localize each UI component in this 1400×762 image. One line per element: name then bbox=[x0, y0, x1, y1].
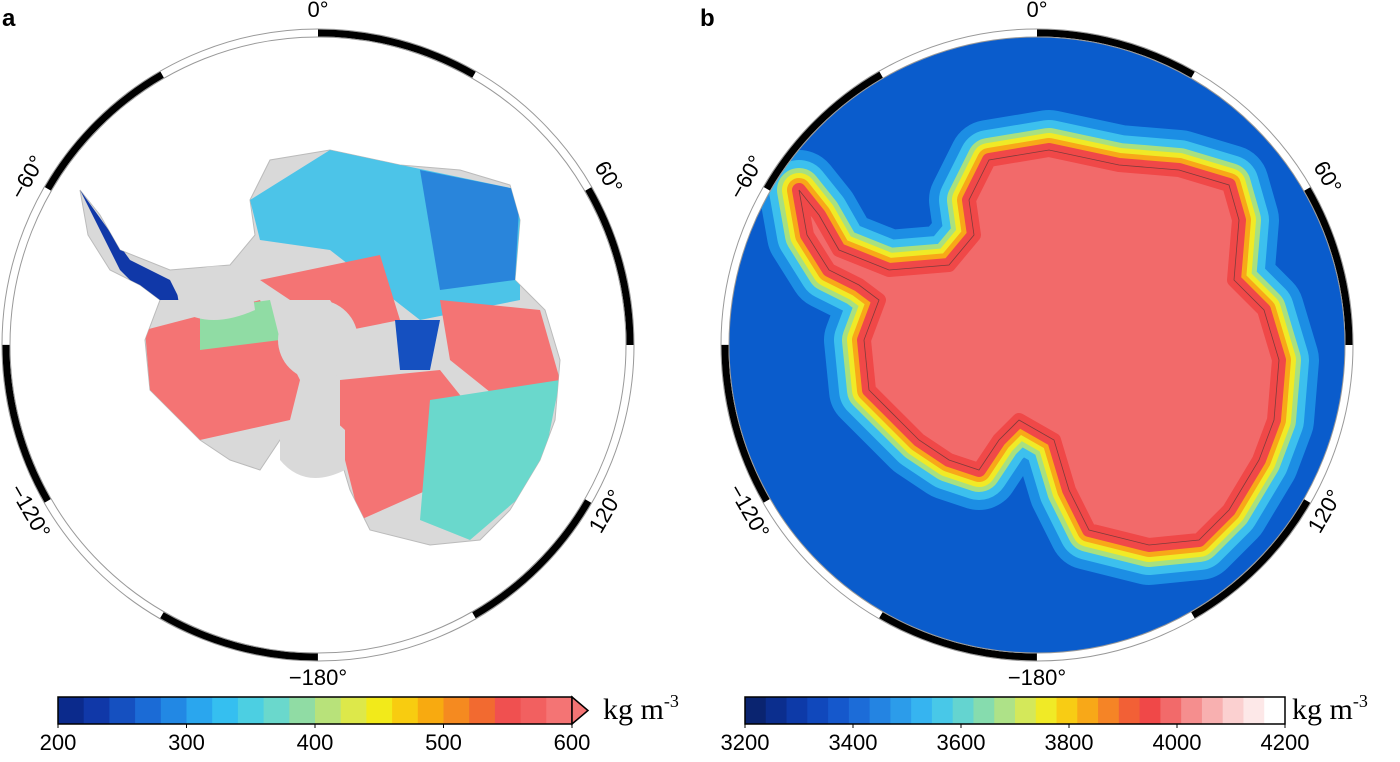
colorbar-swatch bbox=[765, 697, 788, 724]
colorbar-swatch bbox=[973, 697, 995, 724]
colorbar-swatch bbox=[952, 697, 974, 724]
colorbar-tick-label: 4000 bbox=[1153, 730, 1202, 755]
colorbar-swatch bbox=[994, 697, 1016, 724]
colorbar-swatch bbox=[1201, 697, 1224, 724]
longitude-label: 120° bbox=[1303, 485, 1347, 537]
colorbar-extend bbox=[571, 695, 590, 726]
colorbar-swatch bbox=[1243, 697, 1265, 724]
unit-exponent: -3 bbox=[664, 691, 679, 711]
frame-band bbox=[721, 29, 1353, 661]
colorbar-swatch bbox=[186, 697, 213, 724]
colorbar-swatch bbox=[1118, 697, 1141, 724]
longitude-label: 60° bbox=[1309, 156, 1347, 197]
colorbar-swatch bbox=[212, 697, 239, 724]
colorbar-swatch bbox=[237, 697, 265, 724]
colorbar-swatch bbox=[1264, 697, 1286, 724]
colorbar-tick-label: 500 bbox=[425, 730, 462, 755]
colorbar-unit: kg m-3 bbox=[1292, 691, 1368, 726]
colorbar-tick-label: 200 bbox=[40, 730, 77, 755]
colorbar-swatch bbox=[807, 697, 829, 724]
colorbar-swatch bbox=[315, 697, 342, 724]
frame-outer bbox=[1, 28, 635, 662]
map-a bbox=[10, 37, 626, 653]
colorbar-tick-label: 3600 bbox=[937, 730, 986, 755]
frame-band bbox=[2, 29, 634, 661]
colorbar-tick-label: 300 bbox=[168, 730, 205, 755]
frame-outer bbox=[720, 28, 1354, 662]
longitude-label: 120° bbox=[584, 485, 628, 537]
longitude-label: −180° bbox=[289, 665, 347, 690]
colorbar-swatch bbox=[745, 697, 767, 724]
colorbar-swatch bbox=[417, 697, 444, 724]
colorbar-swatch bbox=[1181, 697, 1203, 724]
colorbar-tick-label: 3800 bbox=[1045, 730, 1094, 755]
colorbar-tick-label: 4200 bbox=[1261, 730, 1310, 755]
colorbar-tick-label: 600 bbox=[554, 730, 591, 755]
colorbar-swatch bbox=[848, 697, 871, 724]
colorbar-swatch bbox=[494, 697, 522, 724]
colorbar-swatch bbox=[58, 697, 85, 724]
colorbar-swatch bbox=[1222, 697, 1244, 724]
unit-text: kg m bbox=[1292, 693, 1353, 726]
panel-label: b bbox=[700, 5, 715, 32]
colorbar-swatch bbox=[1056, 697, 1078, 724]
colorbar-swatch bbox=[392, 697, 419, 724]
colorbar-swatch bbox=[366, 697, 393, 724]
colorbar-swatch bbox=[869, 697, 891, 724]
colorbar-swatch bbox=[109, 697, 136, 724]
colorbar-swatch bbox=[786, 697, 808, 724]
colorbar-swatch bbox=[135, 697, 162, 724]
colorbar-swatch bbox=[1035, 697, 1058, 724]
unit-text: kg m bbox=[603, 693, 664, 726]
colorbar-swatch bbox=[263, 697, 290, 724]
longitude-label: 0° bbox=[1026, 0, 1047, 22]
panel-label: a bbox=[2, 5, 16, 32]
colorbar-swatch bbox=[911, 697, 933, 724]
colorbar-swatch bbox=[1015, 697, 1037, 724]
longitude-label: 60° bbox=[590, 156, 628, 197]
ice-shelf bbox=[280, 415, 345, 478]
colorbar-tick-label: 400 bbox=[297, 730, 334, 755]
map-b bbox=[729, 37, 1345, 653]
colorbar-swatch bbox=[1098, 697, 1120, 724]
longitude-label: 0° bbox=[307, 0, 328, 22]
colorbar-swatch bbox=[289, 697, 316, 724]
colorbar-swatch bbox=[520, 697, 547, 724]
colorbar-frame bbox=[744, 696, 1286, 725]
longitude-label: −60° bbox=[724, 151, 769, 203]
ice-shelf bbox=[175, 266, 255, 320]
colorbar-tick-label: 3400 bbox=[829, 730, 878, 755]
colorbar-swatch bbox=[890, 697, 912, 724]
colorbar-tick-label: 3200 bbox=[721, 730, 770, 755]
frame-inner bbox=[9, 36, 627, 654]
colorbar-swatch bbox=[1139, 697, 1161, 724]
colorbar-swatch bbox=[546, 697, 573, 724]
colorbar-swatch bbox=[931, 697, 954, 724]
frame-inner bbox=[728, 36, 1346, 654]
colorbar-swatch bbox=[1077, 697, 1099, 724]
unit-exponent: -3 bbox=[1353, 691, 1368, 711]
colorbar-swatch bbox=[340, 697, 367, 724]
colorbar-swatch bbox=[443, 697, 470, 724]
pole-hole bbox=[278, 300, 358, 380]
colorbar-unit: kg m-3 bbox=[603, 691, 679, 726]
colorbar-swatch bbox=[1160, 697, 1182, 724]
longitude-label: −180° bbox=[1008, 665, 1066, 690]
colorbar-swatch bbox=[83, 697, 110, 724]
longitude-label: −60° bbox=[5, 151, 50, 203]
colorbar-swatch bbox=[160, 697, 187, 724]
colorbar-swatch bbox=[828, 697, 850, 724]
colorbar-swatch bbox=[469, 697, 496, 724]
